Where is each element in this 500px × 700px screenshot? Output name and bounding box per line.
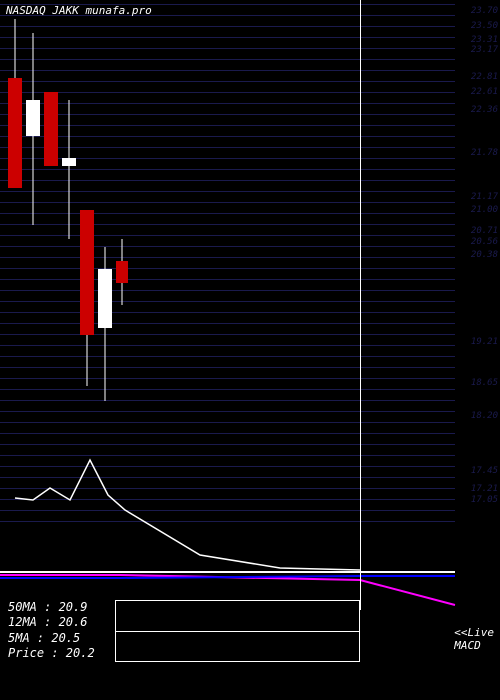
chart-divider	[360, 0, 361, 610]
y-axis-label: 20.56	[471, 238, 498, 247]
y-axis-label: 23.70	[471, 7, 498, 16]
y-axis-label: 17.05	[471, 496, 498, 505]
y-axis-label: 18.65	[471, 379, 498, 388]
exchange-label: NASDAQ	[6, 4, 46, 17]
y-axis-label: 18.20	[471, 412, 498, 421]
symbol-label: JAKK	[52, 4, 79, 17]
y-axis-label: 20.38	[471, 251, 498, 260]
source-label: munafa.pro	[86, 4, 152, 17]
stats-panel: 50MA : 20.912MA : 20.65MA : 20.5Price : …	[8, 600, 95, 662]
y-axis-label: 22.81	[471, 73, 498, 82]
stat-row: 50MA : 20.9	[8, 600, 95, 616]
stats-box	[115, 600, 360, 662]
y-axis-label: 21.17	[471, 193, 498, 202]
y-axis-label: 23.50	[471, 22, 498, 31]
indicator-lines	[0, 0, 500, 700]
indicator-line	[0, 576, 455, 578]
y-axis-label: 19.21	[471, 338, 498, 347]
y-axis-label: 23.31	[471, 36, 498, 45]
chart-header: NASDAQ JAKK munafa.pro	[6, 4, 152, 17]
y-axis-label: 17.45	[471, 467, 498, 476]
y-axis-label: 21.00	[471, 206, 498, 215]
y-axis-label: 22.36	[471, 106, 498, 115]
stat-row: 5MA : 20.5	[8, 631, 95, 647]
y-axis-label: 21.78	[471, 149, 498, 158]
macd-label: <<Live MACD	[454, 626, 494, 652]
y-axis-label: 22.61	[471, 88, 498, 97]
stat-row: 12MA : 20.6	[8, 615, 95, 631]
y-axis-label: 20.71	[471, 227, 498, 236]
y-axis-labels: 23.70 23.50 23.3123.17 22.81 22.61 22.36 21.78…	[455, 0, 498, 530]
y-axis-label: 17.21	[471, 485, 498, 494]
stock-chart: NASDAQ JAKK munafa.pro 23.70 23.50 23.3123…	[0, 0, 500, 700]
y-axis-label: 23.17	[471, 46, 498, 55]
stat-row: Price : 20.2	[8, 646, 95, 662]
